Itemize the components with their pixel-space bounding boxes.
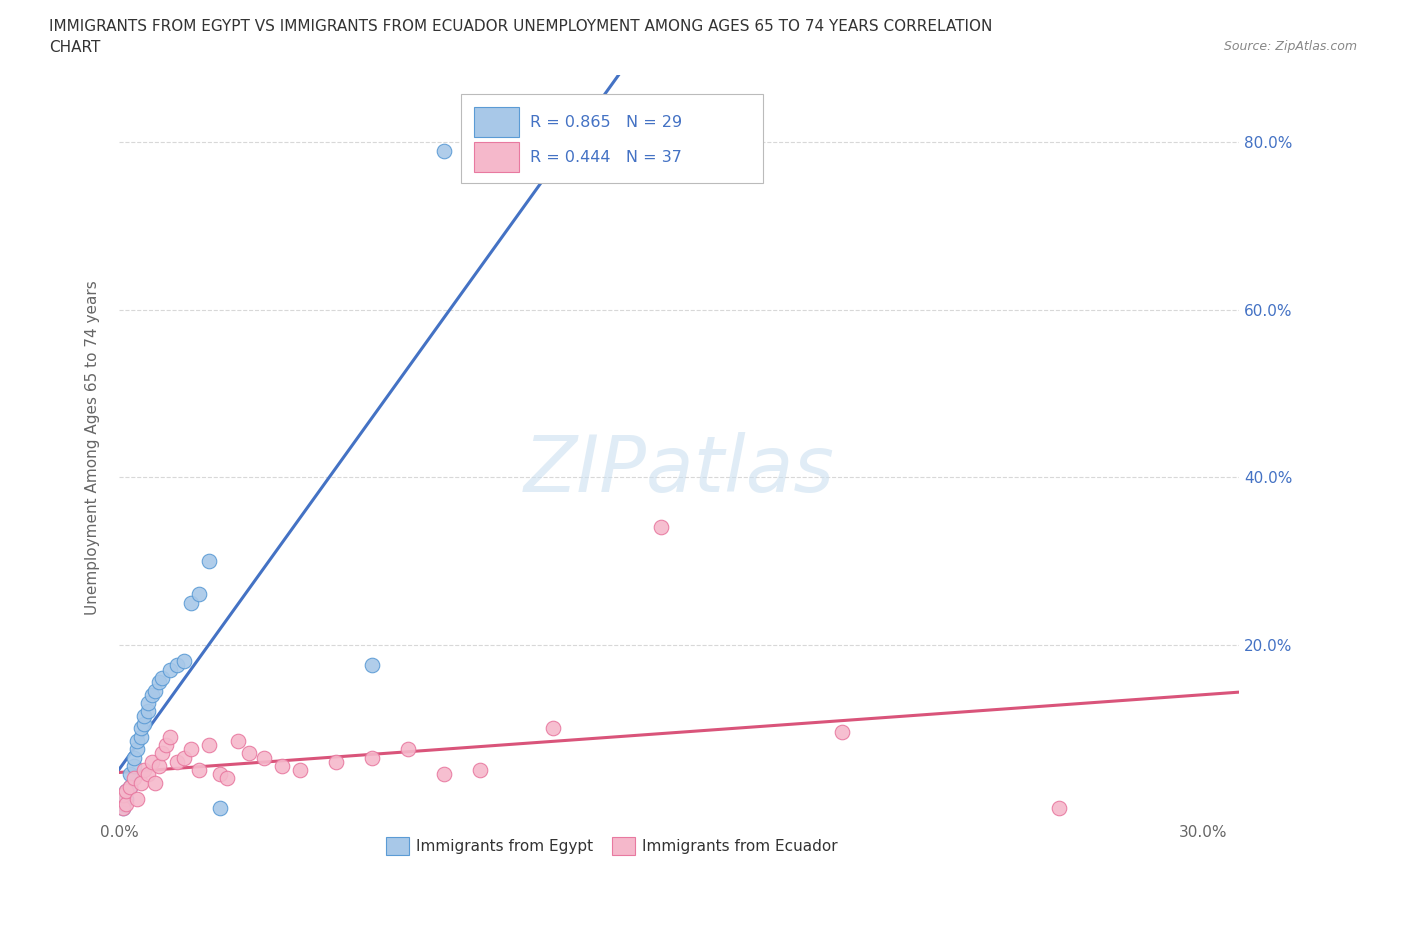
Point: [155, 737, 177, 752]
Point: [141, 754, 163, 769]
Point: [143, 776, 166, 790]
Point: [148, 759, 170, 774]
Point: [180, 742, 202, 757]
Point: [209, 801, 232, 816]
Point: [831, 725, 853, 740]
Point: [209, 767, 232, 782]
Point: [143, 684, 166, 698]
Point: [134, 763, 156, 777]
Point: [122, 771, 145, 786]
Point: [129, 729, 152, 744]
Bar: [474, 108, 519, 138]
Point: [129, 776, 152, 790]
Legend: Immigrants from Egypt, Immigrants from Ecuador: Immigrants from Egypt, Immigrants from E…: [380, 831, 844, 861]
Point: [159, 662, 181, 677]
Point: [141, 687, 163, 702]
Point: [217, 771, 239, 786]
Point: [111, 801, 134, 816]
Point: [1047, 801, 1070, 816]
Point: [270, 759, 292, 774]
Point: [252, 751, 274, 765]
Point: [470, 763, 492, 777]
Text: Source: ZipAtlas.com: Source: ZipAtlas.com: [1223, 40, 1357, 53]
Point: [127, 734, 149, 749]
Point: [115, 792, 138, 807]
Point: [187, 587, 209, 602]
Point: [127, 742, 149, 757]
Point: [433, 143, 456, 158]
Point: [226, 734, 249, 749]
Point: [136, 696, 159, 711]
Point: [127, 792, 149, 807]
Point: [115, 784, 138, 799]
Point: [238, 746, 260, 761]
Point: [148, 675, 170, 690]
Point: [187, 763, 209, 777]
Point: [361, 751, 384, 765]
Point: [325, 754, 347, 769]
Point: [152, 746, 174, 761]
Text: R = 0.444   N = 37: R = 0.444 N = 37: [530, 150, 682, 165]
Point: [198, 553, 221, 568]
Point: [173, 751, 195, 765]
Text: R = 0.865   N = 29: R = 0.865 N = 29: [530, 115, 682, 130]
Point: [288, 763, 311, 777]
Point: [152, 671, 174, 685]
Bar: [474, 142, 519, 172]
Point: [173, 654, 195, 669]
Text: ZIPatlas: ZIPatlas: [523, 432, 835, 508]
Y-axis label: Unemployment Among Ages 65 to 74 years: Unemployment Among Ages 65 to 74 years: [86, 281, 100, 616]
Point: [180, 595, 202, 610]
Point: [134, 709, 156, 724]
Point: [396, 742, 419, 757]
Point: [115, 796, 138, 811]
Point: [433, 767, 456, 782]
Point: [118, 779, 141, 794]
Point: [361, 658, 384, 673]
Point: [122, 759, 145, 774]
Point: [111, 788, 134, 803]
Point: [650, 520, 672, 535]
Point: [115, 784, 138, 799]
Point: [541, 721, 564, 736]
Point: [136, 767, 159, 782]
Text: CHART: CHART: [49, 40, 101, 55]
Point: [198, 737, 221, 752]
Point: [118, 767, 141, 782]
Point: [129, 721, 152, 736]
Point: [166, 658, 188, 673]
Point: [122, 751, 145, 765]
Point: [118, 779, 141, 794]
Point: [159, 729, 181, 744]
Point: [166, 754, 188, 769]
Point: [111, 801, 134, 816]
FancyBboxPatch shape: [461, 94, 763, 183]
Text: IMMIGRANTS FROM EGYPT VS IMMIGRANTS FROM ECUADOR UNEMPLOYMENT AMONG AGES 65 TO 7: IMMIGRANTS FROM EGYPT VS IMMIGRANTS FROM…: [49, 19, 993, 33]
Point: [136, 704, 159, 719]
Point: [134, 717, 156, 732]
Point: [111, 796, 134, 811]
